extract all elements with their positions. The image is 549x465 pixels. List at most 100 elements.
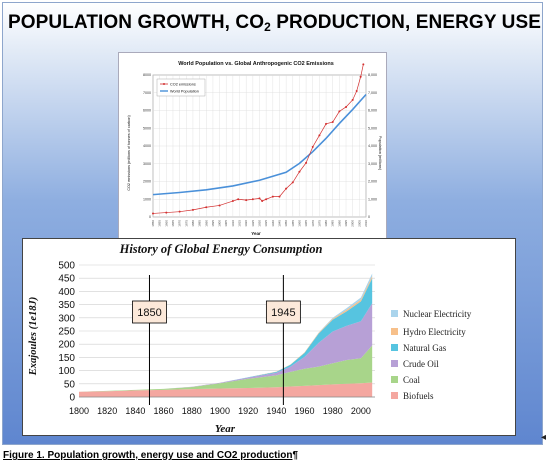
legend-label: Crude Oil [403,359,439,369]
top-ytick-label: 7000 [143,91,151,95]
bottom-ytick-label: 500 [58,261,75,272]
top-co2-point [237,198,240,201]
top-xtick-label: 1900 [218,220,222,227]
legend-swatch [391,344,398,351]
top-xtick-label: 1915 [238,220,242,227]
top-co2-point [191,208,194,211]
top-xtick-label: 1985 [331,220,335,227]
top-co2-point [305,161,308,164]
top-co2-point [298,170,301,173]
bottom-area-coal [79,345,373,392]
top-xtick-label: 2005 [357,220,361,227]
bottom-xtick-label: 1860 [154,406,174,416]
top-xtick-label: 1910 [231,220,235,227]
top-co2-point [251,198,254,201]
legend-label: Natural Gas [403,343,447,353]
legend-swatch [391,360,398,367]
top-ytick-label: 6000 [143,109,151,113]
bottom-ytick-label: 300 [58,313,75,324]
bottom-chart-title: History of Global Energy Consumption [119,242,323,256]
top-co2-point [345,105,348,108]
top-xtick-label: 1870 [178,220,182,227]
bottom-annotation-box-1850 [132,300,167,324]
top-co2-point [318,134,321,137]
top-co2-point [325,122,328,125]
bottom-xtick-label: 1840 [125,406,145,416]
top-co2-point [359,75,362,78]
top-co2-point [291,181,294,184]
top-co2-point [178,210,181,213]
top-y2tick-label: 2,000 [368,180,377,184]
top-ytick-label: 3000 [143,162,151,166]
top-xtick-label: 1885 [198,220,202,227]
top-xtick-label: 1975 [317,220,321,227]
top-co2-point [355,89,358,92]
top-ytick-label: 8000 [143,73,151,77]
top-co2-point [261,200,264,203]
legend-item-biofuels: Biofuels [391,391,434,401]
top-legend-pop-label: World Population [170,89,199,93]
top-xtick-label: 1890 [204,220,208,227]
top-xtick-label: 1980 [324,220,328,227]
top-co2-point [218,204,221,207]
top-legend-box [156,78,206,97]
bottom-chart-ylabel: Exajoules (1e18J) [28,297,39,376]
bottom-xtick-label: 1960 [295,406,315,416]
top-xtick-label: 1850 [151,220,155,227]
legend-item-natural-gas: Natural Gas [391,343,446,353]
bottom-ytick-label: 100 [58,366,75,377]
top-y2tick-label: 7,000 [368,91,377,95]
legend-item-crude-oil: Crude Oil [391,359,439,369]
top-legend-co2-label: CO2 emissions [170,82,196,86]
top-xtick-label: 1950 [284,220,288,227]
bottom-xtick-label: 1820 [97,406,117,416]
top-co2-point [231,200,234,203]
energy-consumption-chart: History of Global Energy Consumption 0 50… [22,238,383,436]
top-series-world-population [152,93,367,196]
top-xtick-label: 1905 [224,220,228,227]
energy-legend: Nuclear Electricity Hydro Electricity Natu… [381,238,516,436]
top-xtick-label: 1855 [158,220,162,227]
bottom-ytick-label: 150 [58,353,75,364]
top-co2-point [152,212,154,215]
top-co2-point [351,98,354,101]
top-xtick-label: 1990 [337,220,341,227]
top-xtick-label: 1965 [304,220,308,227]
top-ytick-label: 5000 [143,126,151,130]
top-co2-point [278,195,281,198]
legend-item-coal: Coal [391,375,420,385]
legend-swatch [391,310,398,317]
top-co2-point [311,145,314,148]
top-xtick-label: 2010 [364,220,368,227]
legend-item-hydro-electricity: Hydro Electricity [391,327,466,337]
top-co2-point [362,63,365,66]
top-chart-xlabel: Year [251,231,261,236]
top-xtick-label: 1865 [171,220,175,227]
top-xtick-label: 1860 [164,220,168,227]
top-xtick-label: 1930 [258,220,262,227]
top-xtick-label: 1955 [291,220,295,227]
legend-label: Hydro Electricity [403,327,466,337]
legend-label: Coal [403,375,420,385]
top-chart-y2label: Population (millions) [378,136,382,171]
text-cursor-mark: ◂ [541,432,547,443]
top-xtick-label: 1895 [211,220,215,227]
legend-label: Biofuels [403,391,434,401]
bottom-annotation-box-1945 [265,300,301,324]
top-y2tick-label: 1,000 [368,197,377,201]
co2-population-chart-svg: World Population vs. Global Anthropogeni… [127,61,382,236]
top-chart-title: World Population vs. Global Anthropogeni… [178,61,334,67]
top-y2tick-label: 4,000 [368,144,377,148]
bottom-xtick-label: 1880 [182,406,202,416]
legend-swatch [391,392,398,399]
co2-population-chart: World Population vs. Global Anthropogeni… [118,52,387,240]
top-co2-point [258,197,261,200]
legend-label: Nuclear Electricity [403,309,472,319]
figure-caption: Figure 1. Population growth, energy use … [3,450,299,461]
top-y2tick-label: 8,000 [368,73,377,77]
top-y2tick-label: 5,000 [368,126,377,130]
top-ytick-label: 0 [149,215,151,219]
top-xtick-label: 1925 [251,220,255,227]
bottom-chart-xlabel: Year [215,423,236,435]
top-xtick-label: 1995 [344,220,348,227]
